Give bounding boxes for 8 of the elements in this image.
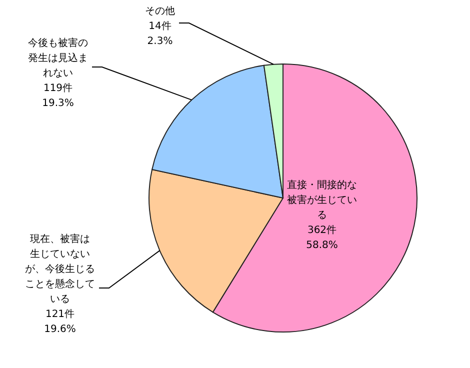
slice-label: その他 <box>145 5 175 17</box>
slice-label: 現在、被害は生じていないが、今後生じることを懸念している <box>25 233 95 305</box>
slice-label: 直接・間接的な被害が生じている <box>287 179 357 221</box>
data-label: 362件 58.8% <box>306 225 338 251</box>
data-label: 119件 19.3% <box>42 83 74 109</box>
slice-label: 今後も被害の発生は見込まれない <box>28 37 88 79</box>
data-label: 14件 2.3% <box>147 21 173 47</box>
data-label: 121件 19.6% <box>44 309 76 335</box>
